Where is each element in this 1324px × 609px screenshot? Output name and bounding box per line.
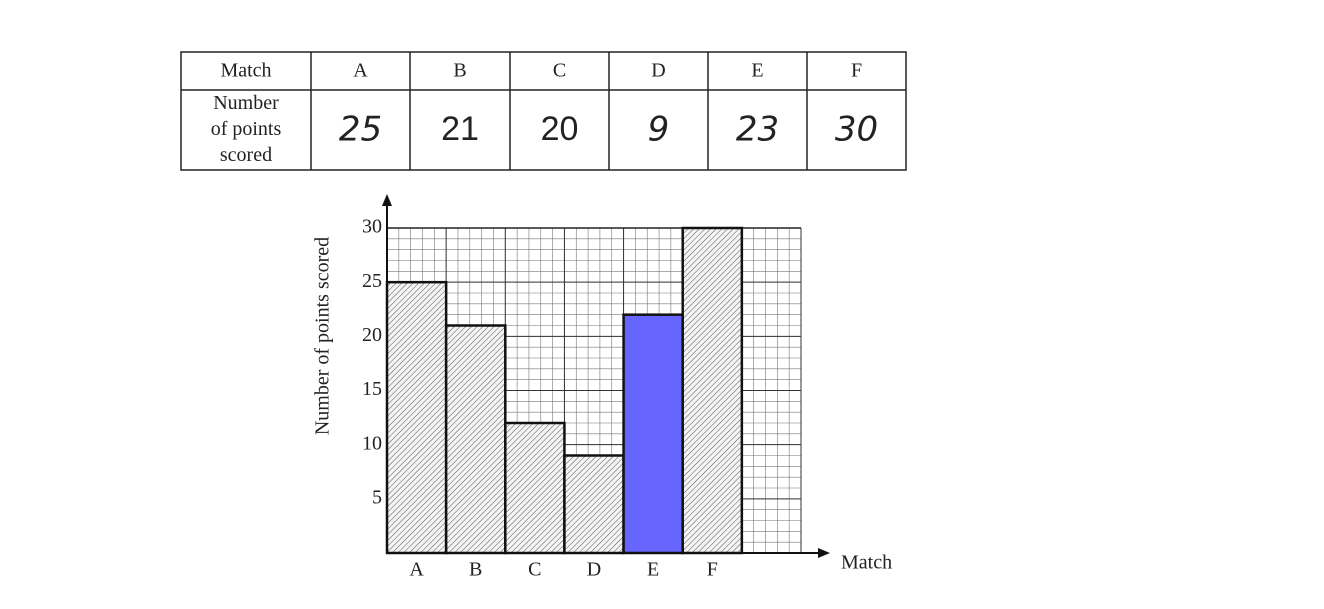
y-axis-label: Number of points scored: [312, 237, 334, 435]
table-value: 25: [339, 110, 382, 150]
bar: [622, 313, 684, 555]
x-tick-label: C: [528, 559, 541, 581]
points-table: Match A B C D E F Number of points scored 25 21 20 9 2…: [180, 51, 907, 171]
bar-chart: 5 10 15 20 25 30 A B C D E F Match Number of points s…: [312, 194, 892, 581]
table-header: F: [851, 60, 862, 82]
bar: [563, 454, 625, 555]
table-border: [180, 51, 907, 171]
x-tick-label: D: [587, 559, 601, 581]
x-tick-label: A: [409, 559, 424, 581]
table-header: Match: [220, 60, 271, 82]
y-tick-label: 20: [362, 324, 382, 346]
table-value: 23: [736, 110, 779, 150]
row-label: Number of points scored: [211, 92, 282, 166]
x-tick-label: B: [469, 559, 482, 581]
table-header: B: [453, 60, 466, 82]
y-tick-label: 25: [362, 270, 382, 292]
table-value: 20: [541, 110, 579, 148]
table-header: E: [751, 60, 763, 82]
bar: [444, 324, 507, 555]
table-header: C: [553, 60, 566, 82]
x-tick-label: E: [647, 559, 659, 581]
y-tick-label: 15: [362, 378, 382, 400]
table-header: D: [651, 60, 665, 82]
y-tick-label: 5: [372, 486, 382, 508]
y-tick-label: 10: [362, 432, 382, 454]
x-tick-label: F: [707, 559, 718, 581]
y-tick-label: 30: [362, 216, 382, 238]
table-header: A: [353, 60, 368, 82]
table-value: 9: [648, 110, 670, 150]
bar: [504, 421, 566, 555]
x-arrow: [818, 548, 830, 558]
bar: [385, 280, 448, 555]
y-arrow: [382, 194, 392, 206]
table-value: 30: [835, 110, 878, 150]
bar: [681, 226, 744, 555]
x-axis-label: Match: [841, 552, 892, 574]
table-value: 21: [441, 110, 479, 148]
